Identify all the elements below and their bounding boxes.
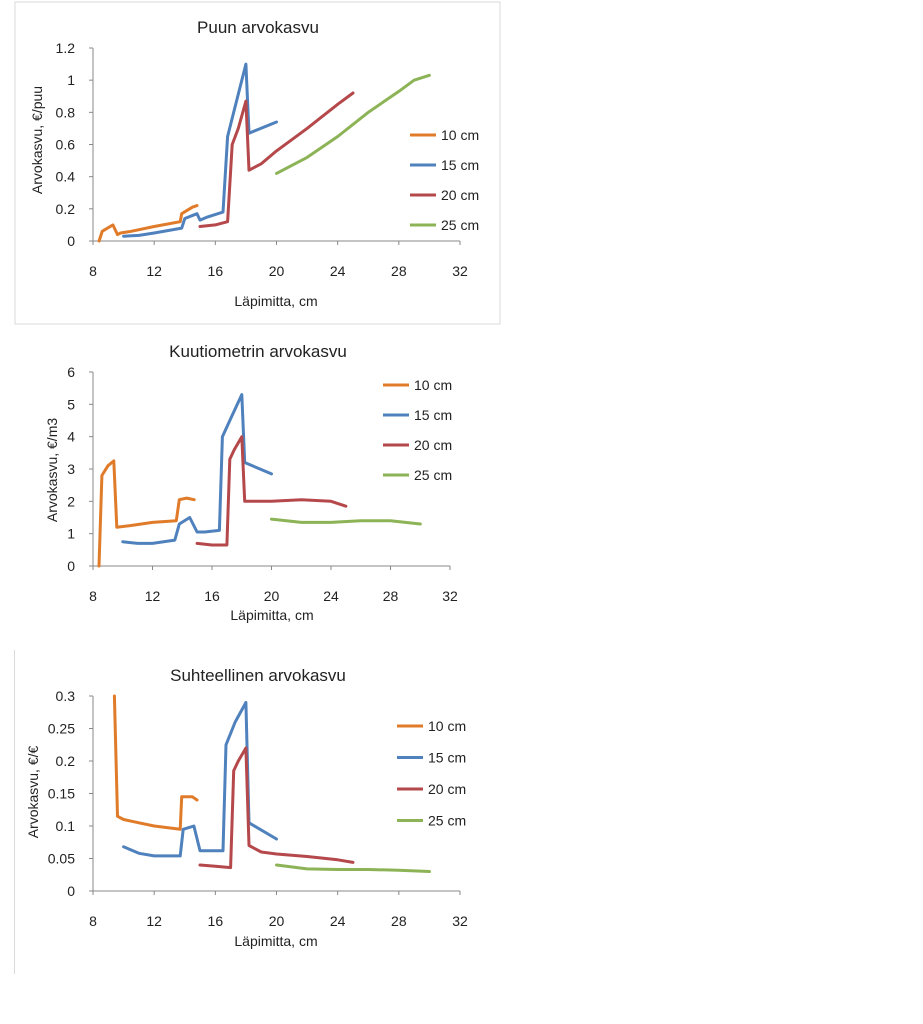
series-line-25cm: [275, 73, 431, 175]
legend-label-10cm: 10 cm: [414, 377, 452, 393]
x-tick-label: 8: [89, 913, 97, 929]
x-tick-label: 28: [383, 588, 399, 604]
x-tick-label: 12: [145, 588, 161, 604]
legend-label-20cm: 20 cm: [414, 437, 452, 453]
chart-1-title: Puun arvokasvu: [197, 18, 319, 37]
chart-suhteellinen-arvokasvu: Suhteellinen arvokasvu Läpimitta, cm Arv…: [25, 666, 468, 949]
chart-2-title: Kuutiometrin arvokasvu: [169, 342, 347, 361]
y-tick-label: 0: [67, 558, 75, 574]
y-tick-label: 1: [67, 526, 75, 542]
legend-label-25cm: 25 cm: [414, 467, 452, 483]
y-tick-label: 1: [67, 72, 75, 88]
x-tick-label: 8: [89, 588, 97, 604]
series-line-15cm: [121, 393, 273, 545]
y-tick-label: 0.2: [56, 753, 76, 769]
y-tick-label: 0.2: [56, 201, 76, 217]
chart-3-frame: [15, 652, 500, 974]
legend-label-25cm: 25 cm: [428, 813, 466, 829]
chart-puun-arvokasvu: Puun arvokasvu Läpimitta, cm Arvokasvu, …: [29, 18, 479, 309]
y-tick-label: 0: [67, 883, 75, 899]
y-tick-label: 4: [67, 429, 75, 445]
x-tick-label: 24: [323, 588, 339, 604]
series-line-15cm: [122, 62, 278, 238]
chart-2-xlabel: Läpimitta, cm: [230, 607, 313, 623]
series-line-25cm: [270, 517, 422, 526]
legend-label-10cm: 10 cm: [428, 718, 466, 734]
series-line-20cm: [198, 91, 355, 228]
x-tick-label: 16: [208, 263, 224, 279]
chart-2-ylabel: Arvokasvu, €/m3: [44, 418, 60, 522]
y-tick-label: 0.1: [56, 818, 76, 834]
x-tick-label: 12: [146, 263, 162, 279]
chart-kuutiometrin-arvokasvu: Kuutiometrin arvokasvu Läpimitta, cm Arv…: [44, 342, 458, 623]
x-tick-label: 8: [89, 263, 97, 279]
legend-label-15cm: 15 cm: [441, 157, 479, 173]
y-tick-label: 0.05: [48, 851, 75, 867]
y-tick-label: 0.8: [56, 104, 76, 120]
legend-label-15cm: 15 cm: [428, 750, 466, 766]
x-tick-label: 16: [204, 588, 220, 604]
chart-1-frame: [14, 1, 501, 325]
chart-3-xlabel: Läpimitta, cm: [234, 933, 317, 949]
legend-label-20cm: 20 cm: [428, 781, 466, 797]
series-line-20cm: [198, 746, 355, 870]
y-tick-label: 0.3: [56, 688, 76, 704]
series-line-15cm: [122, 701, 278, 858]
y-tick-label: 1.2: [56, 40, 76, 56]
y-tick-label: 6: [67, 364, 75, 380]
x-tick-label: 32: [442, 588, 458, 604]
y-tick-label: 2: [67, 493, 75, 509]
x-tick-label: 24: [330, 263, 346, 279]
y-tick-label: 0.25: [48, 721, 75, 737]
x-tick-label: 32: [452, 913, 468, 929]
x-tick-label: 28: [391, 913, 407, 929]
x-tick-label: 16: [208, 913, 224, 929]
series-line-10cm: [97, 204, 199, 243]
series-line-25cm: [275, 863, 431, 873]
series-line-10cm: [97, 459, 196, 568]
chart-1-ylabel: Arvokasvu, €/puu: [29, 86, 45, 194]
x-tick-label: 20: [269, 913, 285, 929]
chart-3-ylabel: Arvokasvu, €/€: [25, 745, 41, 838]
legend-label-20cm: 20 cm: [441, 187, 479, 203]
y-tick-label: 0.6: [56, 137, 76, 153]
x-tick-label: 28: [391, 263, 407, 279]
legend-label-10cm: 10 cm: [441, 127, 479, 143]
x-tick-label: 20: [264, 588, 280, 604]
y-tick-label: 3: [67, 461, 75, 477]
chart-2-frame: [15, 332, 500, 637]
x-tick-label: 24: [330, 913, 346, 929]
series-line-20cm: [195, 435, 348, 547]
y-tick-label: 0.15: [48, 786, 75, 802]
legend-label-25cm: 25 cm: [441, 217, 479, 233]
x-tick-label: 12: [146, 913, 162, 929]
x-tick-label: 32: [452, 263, 468, 279]
series-line-10cm: [112, 694, 199, 831]
y-tick-label: 0: [67, 233, 75, 249]
legend-label-15cm: 15 cm: [414, 407, 452, 423]
y-tick-label: 5: [67, 396, 75, 412]
chart-1-xlabel: Läpimitta, cm: [234, 293, 317, 309]
y-tick-label: 0.4: [56, 169, 76, 185]
x-tick-label: 20: [269, 263, 285, 279]
chart-3-title: Suhteellinen arvokasvu: [170, 666, 346, 685]
